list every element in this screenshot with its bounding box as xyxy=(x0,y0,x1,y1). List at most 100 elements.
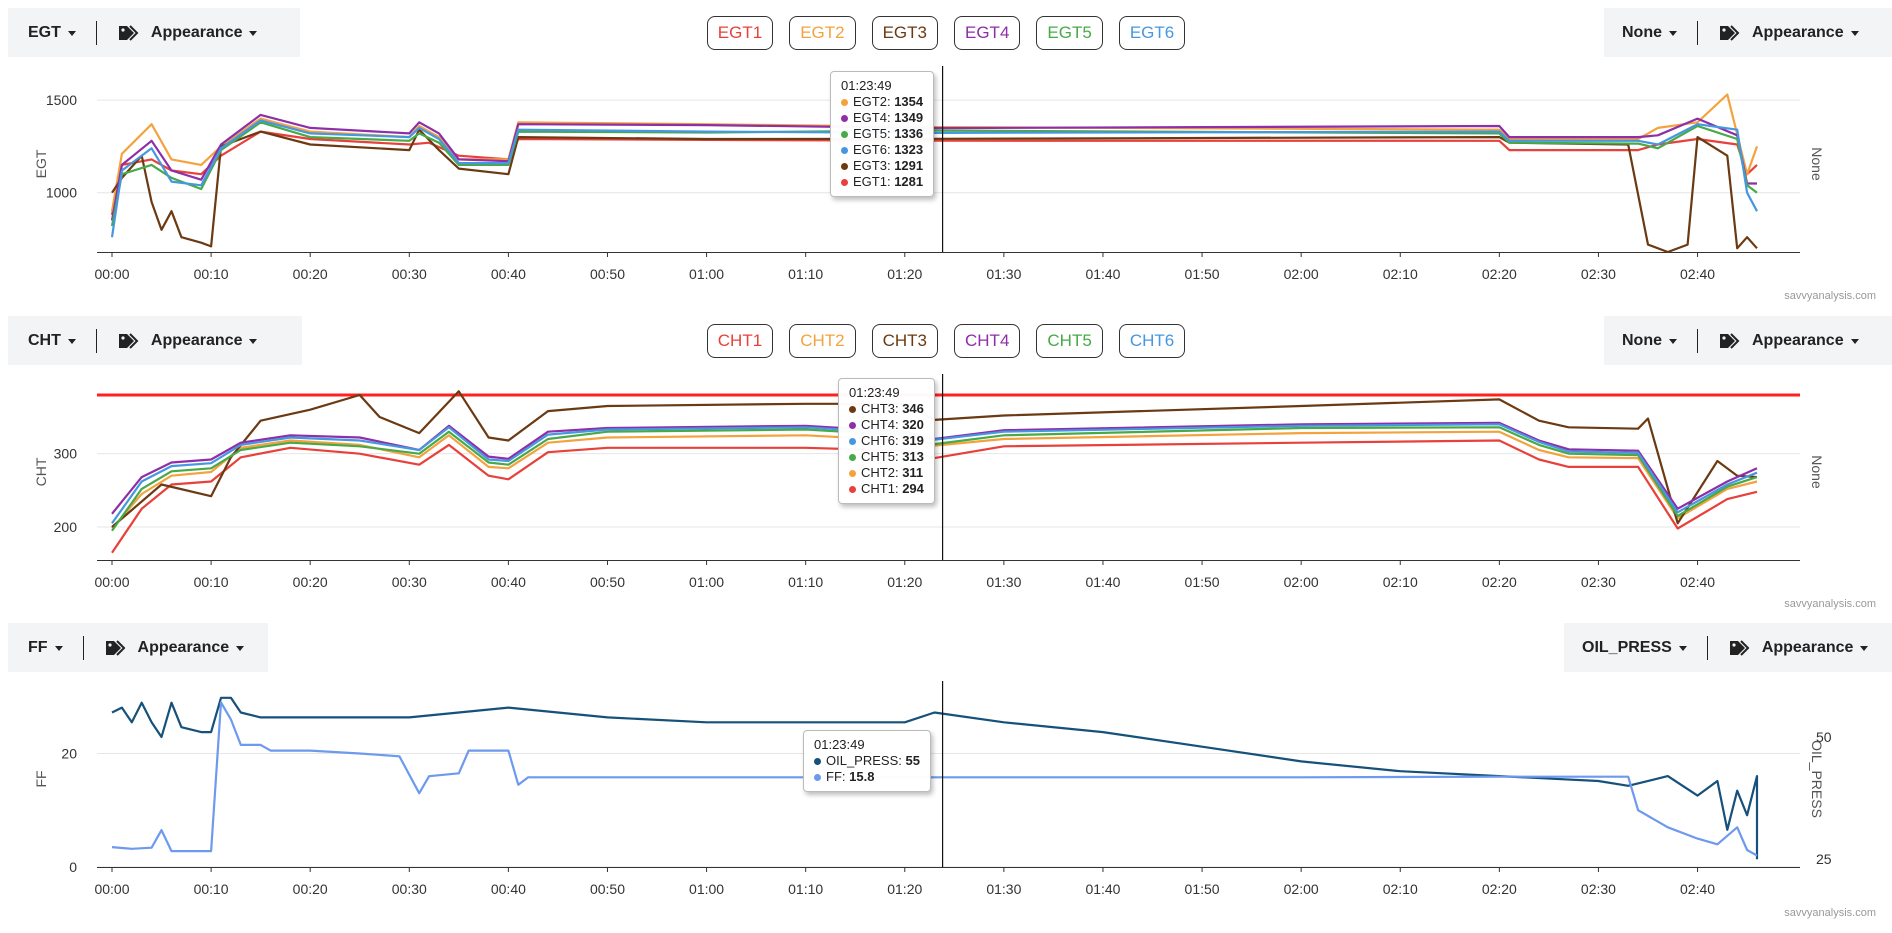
tooltip-row: EGT2: 1354 xyxy=(841,94,923,110)
ff-right-appearance-button[interactable]: Appearance xyxy=(1728,639,1869,657)
ff-panel: FF Appearance OIL_PRESS Appearance 0 20 25… xyxy=(0,615,1892,925)
cht-right-series-select[interactable]: None xyxy=(1622,332,1677,350)
ff-oil-chart[interactable]: 0 20 25 50 00:00 00:10 00:20 00:30 00:40 00:50 01:… xyxy=(0,681,1892,925)
x-tick-label: 02:20 xyxy=(1482,574,1517,590)
cht-chart[interactable]: 200 300 00:00 00:10 00:20 00:30 00:40 00:50 01:0… xyxy=(0,374,1892,618)
series-toggle-egt4[interactable]: EGT4 xyxy=(954,16,1021,50)
series-toggle-cht4[interactable]: CHT4 xyxy=(954,324,1021,358)
cht-right-toolbar: None Appearance xyxy=(1604,316,1892,365)
series-line-ff xyxy=(111,701,1758,857)
cht-series-toggles: CHT1 CHT2 CHT3 CHT4 CHT5 CHT6 xyxy=(0,324,1892,358)
series-toggle-egt3[interactable]: EGT3 xyxy=(871,16,938,50)
tooltip-series-value: 319 xyxy=(902,433,924,448)
x-tick-label: 01:20 xyxy=(887,881,922,897)
credit-text: savvyanalysis.com xyxy=(1784,598,1876,610)
tag-icon xyxy=(117,24,141,41)
series-line-egt3 xyxy=(111,128,1758,254)
cht-right-appearance-button[interactable]: Appearance xyxy=(1718,332,1859,350)
x-tick-label: 01:40 xyxy=(1085,266,1120,282)
x-tick-label: 00:40 xyxy=(491,881,526,897)
series-toggle-egt2[interactable]: EGT2 xyxy=(789,16,856,50)
tooltip-series-value: 1349 xyxy=(894,110,924,125)
ff-left-series-select[interactable]: FF xyxy=(28,639,63,657)
tooltip-series-value: 311 xyxy=(902,465,924,480)
x-tick-label: 00:00 xyxy=(94,266,129,282)
series-toggle-cht5[interactable]: CHT5 xyxy=(1036,324,1103,358)
cht-right-series-label: None xyxy=(1622,331,1662,349)
tooltip-series-value: 1354 xyxy=(894,94,924,109)
tag-icon xyxy=(104,639,128,656)
egt-series-toggles: EGT1 EGT2 EGT3 EGT4 EGT5 EGT6 xyxy=(0,16,1892,50)
tag-icon xyxy=(1718,332,1742,349)
series-toggle-cht3[interactable]: CHT3 xyxy=(871,324,938,358)
y-tick-label: 300 xyxy=(54,446,78,462)
series-toggle-egt6[interactable]: EGT6 xyxy=(1118,16,1186,50)
series-toggle-egt5[interactable]: EGT5 xyxy=(1036,16,1103,50)
series-toggle-cht6[interactable]: CHT6 xyxy=(1118,324,1186,358)
x-tick-label: 02:00 xyxy=(1284,881,1319,897)
tooltip-row: CHT2: 311 xyxy=(849,465,924,481)
x-tick-label: 00:10 xyxy=(194,266,229,282)
series-toggle-cht1[interactable]: CHT1 xyxy=(706,324,774,358)
y2-tick-label: 25 xyxy=(1816,851,1832,867)
tooltip-series-name: EGT2 xyxy=(853,94,887,109)
series-line-egt5 xyxy=(110,121,1758,227)
tooltip-series-value: 1291 xyxy=(894,158,924,173)
series-toggle-egt1[interactable]: EGT1 xyxy=(706,16,774,50)
caret-down-icon xyxy=(67,339,76,344)
ff-right-series-select[interactable]: OIL_PRESS xyxy=(1582,639,1687,657)
x-tick-label: 01:30 xyxy=(986,266,1021,282)
egt-left-appearance-button[interactable]: Appearance xyxy=(117,24,258,42)
credit-text: savvyanalysis.com xyxy=(1784,907,1876,919)
appearance-label: Appearance xyxy=(137,638,230,656)
tooltip-series-value: 313 xyxy=(902,449,924,464)
series-dot-icon xyxy=(814,757,821,765)
series-line-egt2 xyxy=(110,93,1759,212)
tooltip-series-name: EGT5 xyxy=(853,126,887,141)
appearance-label: Appearance xyxy=(1761,638,1854,656)
ff-left-appearance-button[interactable]: Appearance xyxy=(104,639,245,657)
cht-left-series-select[interactable]: CHT xyxy=(28,332,76,350)
x-tick-label: 00:40 xyxy=(491,574,526,590)
egt-chart[interactable]: 1000 1500 00:00 00:10 00:20 00:30 00:40 00:50 01… xyxy=(0,66,1892,310)
series-dot-icon xyxy=(814,773,821,781)
series-dot-icon xyxy=(849,405,856,413)
toolbar-divider xyxy=(95,328,97,353)
series-dot-icon xyxy=(841,146,848,154)
tooltip-row: EGT5: 1336 xyxy=(841,126,923,142)
tooltip-series-name: EGT6 xyxy=(853,142,887,157)
ff-tooltip: 01:23:49 OIL_PRESS: 55 FF: 15.8 xyxy=(803,730,931,792)
egt-right-appearance-button[interactable]: Appearance xyxy=(1718,24,1859,42)
tooltip-series-name: CHT2 xyxy=(861,465,895,480)
tooltip-row: CHT6: 319 xyxy=(849,433,924,449)
egt-left-series-select[interactable]: EGT xyxy=(28,24,76,42)
series-dot-icon xyxy=(841,162,848,170)
series-line-egt6 xyxy=(110,119,1758,238)
series-line-oil_press xyxy=(111,696,1759,860)
x-tick-label: 01:00 xyxy=(689,266,724,282)
ff-right-series-label: OIL_PRESS xyxy=(1582,638,1672,656)
tooltip-series-name: CHT4 xyxy=(861,417,895,432)
appearance-label: Appearance xyxy=(150,331,243,349)
y-axis-title: CHT xyxy=(33,457,49,486)
tooltip-series-name: EGT4 xyxy=(853,110,887,125)
tooltip-series-name: FF xyxy=(826,769,842,784)
cht-left-appearance-button[interactable]: Appearance xyxy=(117,332,258,350)
y-axis-title: EGT xyxy=(33,149,49,178)
x-tick-label: 00:50 xyxy=(590,266,625,282)
x-tick-label: 02:20 xyxy=(1482,881,1517,897)
series-dot-icon xyxy=(849,469,856,477)
cht-left-toolbar: CHT Appearance xyxy=(8,316,302,365)
x-tick-label: 01:20 xyxy=(887,266,922,282)
series-line-egt4 xyxy=(110,113,1757,221)
x-tick-label: 02:00 xyxy=(1284,266,1319,282)
x-tick-label: 01:30 xyxy=(986,881,1021,897)
egt-right-series-select[interactable]: None xyxy=(1622,24,1677,42)
y2-tick-label: 50 xyxy=(1816,729,1832,745)
tag-icon xyxy=(117,332,141,349)
y-tick-label: 1000 xyxy=(46,185,77,201)
y2-axis-title: None xyxy=(1809,455,1825,489)
series-toggle-cht2[interactable]: CHT2 xyxy=(789,324,856,358)
tooltip-row: EGT4: 1349 xyxy=(841,110,923,126)
credit-text: savvyanalysis.com xyxy=(1784,290,1876,302)
